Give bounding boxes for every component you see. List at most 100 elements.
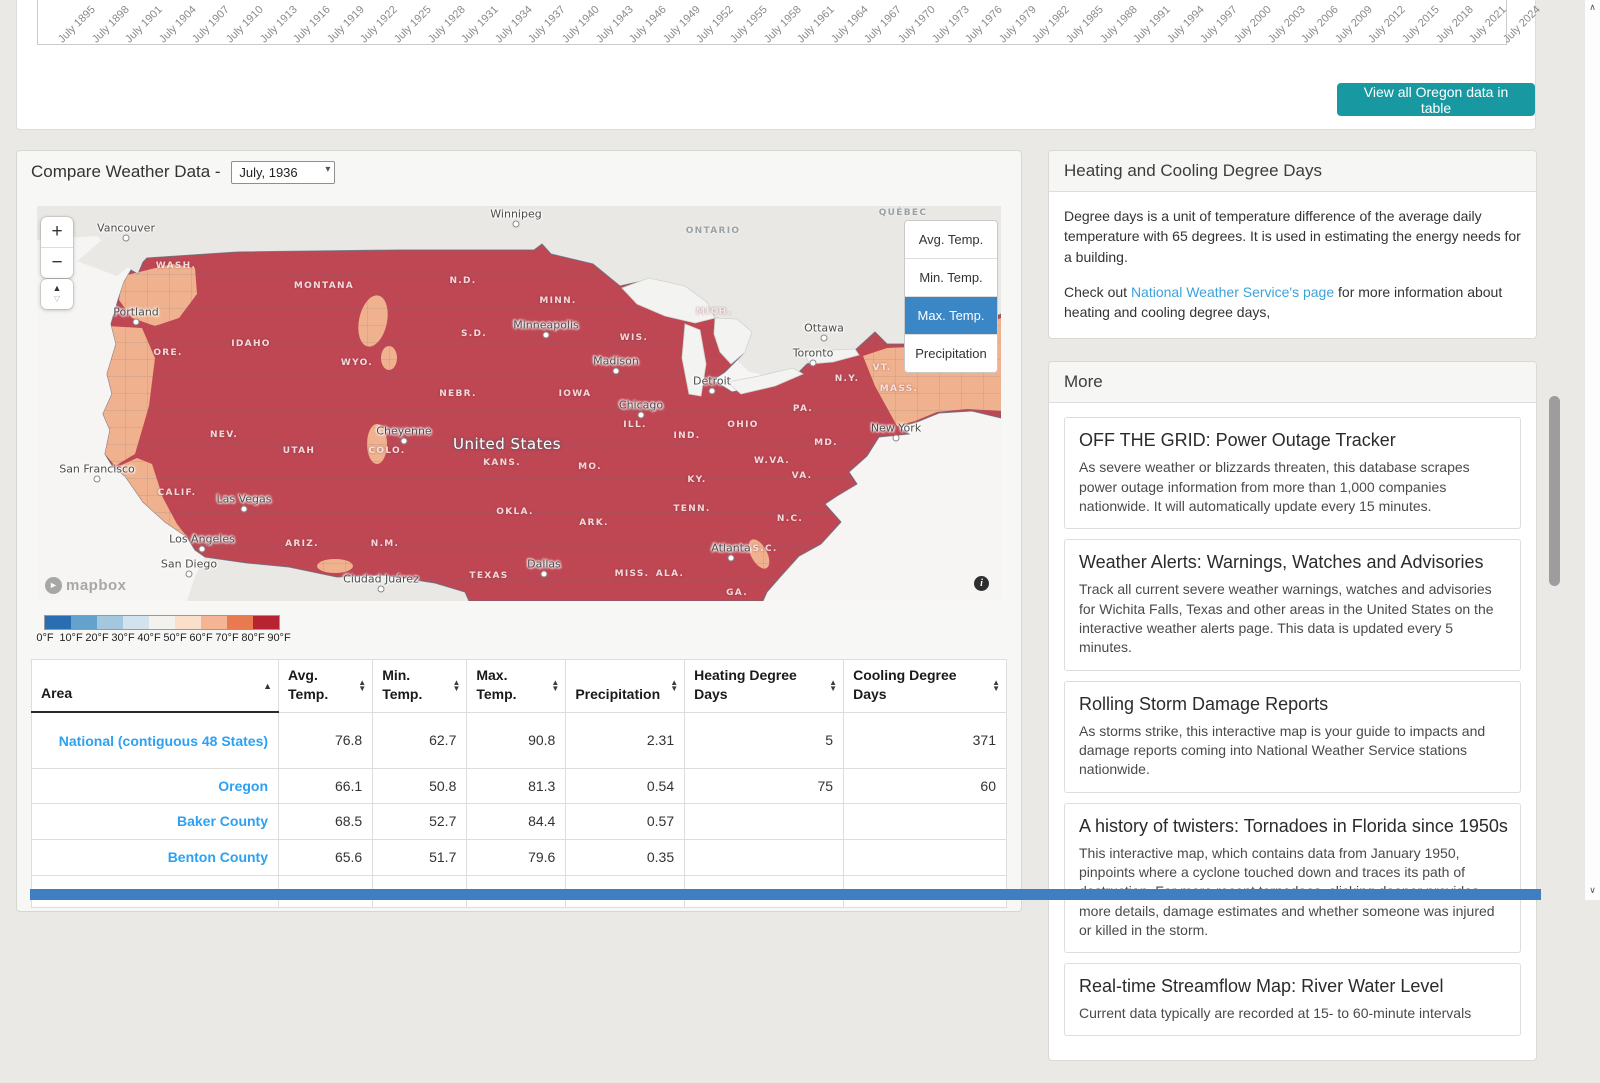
more-card[interactable]: Rolling Storm Damage Reports As storms st… <box>1064 680 1521 793</box>
more-card-title[interactable]: OFF THE GRID: Power Outage Tracker <box>1079 430 1396 451</box>
table-body: National (contiguous 48 States) 76.8 62.7 9… <box>30 711 1007 908</box>
state-label: ARK. <box>579 518 609 528</box>
area-cell: Oregon <box>30 767 280 804</box>
legend-color-segment <box>45 616 71 629</box>
weather-data-table: Area ▲ Avg. Temp. ▲ ▼ Min. Temp. ▲ ▼ Max. Temp. ▲… <box>30 659 1007 908</box>
weather-map[interactable]: WASH. MONTANA N.D. MINN. ORE. IDAHO WYO. S.D. WI… <box>37 206 1001 601</box>
legend-tick-label: 60°F <box>189 632 213 644</box>
city-dot <box>122 234 130 242</box>
more-card-description: As storms strike, this interactive map i… <box>1079 722 1486 778</box>
state-label: OHIO <box>727 420 759 430</box>
sort-up-arrow: ▲ <box>992 677 1000 687</box>
more-card-title[interactable]: Weather Alerts: Warnings, Watches and Ad… <box>1079 552 1484 573</box>
more-card-description: Track all current severe weather warning… <box>1079 581 1494 656</box>
state-label: W.VA. <box>753 456 791 466</box>
column-header-area[interactable]: Area ▲ <box>30 659 280 714</box>
value-cell: 50.8 <box>372 767 468 804</box>
more-panel-body: OFF THE GRID: Power Outage Tracker As sev… <box>1049 403 1536 1060</box>
area-link[interactable]: Benton County <box>167 849 269 866</box>
legend-tick-label: 10°F <box>59 632 83 644</box>
value-cell: 60 <box>843 767 1007 804</box>
legend-color-segment <box>201 616 227 629</box>
state-label: MONTANA <box>293 281 355 291</box>
mapbox-wordmark: mapbox <box>66 577 127 594</box>
area-link[interactable]: Baker County <box>176 813 269 830</box>
city-dot <box>512 220 520 228</box>
more-card-title[interactable]: Real-time Streamflow Map: River Water Le… <box>1079 976 1444 997</box>
view-all-data-button[interactable]: View all Oregon data in table <box>1337 83 1535 116</box>
sort-down-arrow: ▼ <box>358 683 367 693</box>
layer-option-max-temp-[interactable]: Max. Temp. <box>905 296 997 334</box>
sort-both-icon: ▲ ▼ <box>992 677 1000 692</box>
city-label: Chicago <box>618 398 664 412</box>
legend-color-segment <box>175 616 201 629</box>
column-header-avg-temp-[interactable]: Avg. Temp. ▲ ▼ <box>278 659 374 713</box>
legend-tick-label: 80°F <box>241 632 265 644</box>
city-label: Madison <box>593 354 639 368</box>
state-label: ORE. <box>153 348 183 358</box>
city-dot <box>892 434 900 442</box>
table-row: Benton County 65.6 51.7 79.6 0.35 <box>30 838 1007 876</box>
state-label: N.C. <box>776 514 804 524</box>
city-label: Vancouver <box>97 221 155 235</box>
city-dot <box>240 505 248 513</box>
map-tilt-control[interactable]: ▲ ▽ <box>41 279 73 309</box>
value-cell: 0.35 <box>565 838 686 876</box>
scroll-up-icon[interactable]: ∧ <box>1589 2 1596 12</box>
sort-up-arrow: ▲ <box>829 677 838 687</box>
state-label: N.M. <box>370 539 400 549</box>
city-dot <box>809 359 817 367</box>
window-scrollbar[interactable]: ∧ ∨ <box>1584 0 1600 900</box>
value-cell: 62.7 <box>372 711 468 769</box>
more-card-title[interactable]: A history of twisters: Tornadoes in Flor… <box>1079 815 1508 836</box>
value-cell: 90.8 <box>466 711 567 769</box>
legend-tick-label: 70°F <box>215 632 239 644</box>
city-label: Cheyenne <box>376 424 432 438</box>
more-card[interactable]: Weather Alerts: Warnings, Watches and Ad… <box>1064 539 1521 671</box>
info-icon[interactable]: i <box>974 576 989 591</box>
link-line-post: for more information about heating and c… <box>1064 283 1503 321</box>
more-card-description: As severe weather or blizzards threaten,… <box>1079 459 1470 515</box>
city-dot <box>400 437 408 445</box>
state-label: MICH. <box>695 307 733 317</box>
city-label: Ottawa <box>804 321 844 335</box>
month-select[interactable]: July, 1936 <box>231 161 336 184</box>
layer-option-precipitation[interactable]: Precipitation <box>905 334 997 372</box>
scroll-down-icon[interactable]: ∨ <box>1589 885 1596 895</box>
value-cell: 75 <box>684 767 845 804</box>
city-label: Winnipeg <box>490 207 542 221</box>
more-panel-title: More <box>1049 362 1536 404</box>
value-cell: 66.1 <box>278 767 374 804</box>
chart-card: July 1895 July 1898 July 1901 July 1904 July… <box>16 0 1543 130</box>
more-card[interactable]: OFF THE GRID: Power Outage Tracker As sev… <box>1064 417 1521 530</box>
state-label: MO. <box>578 462 602 472</box>
column-header-cooling-degree-days[interactable]: Cooling Degree Days ▲ ▼ <box>843 659 1007 713</box>
column-header-heating-degree-days[interactable]: Heating Degree Days ▲ ▼ <box>684 659 845 713</box>
area-cell: Benton County <box>30 838 280 876</box>
legend-tick-label: 30°F <box>111 632 135 644</box>
column-header-label: Min. Temp. <box>382 667 423 702</box>
nws-page-link[interactable]: National Weather Service's page <box>1130 283 1335 300</box>
state-label: PA. <box>792 404 814 414</box>
column-header-min-temp-[interactable]: Min. Temp. ▲ ▼ <box>372 659 468 713</box>
more-card[interactable]: A history of twisters: Tornadoes in Flor… <box>1064 802 1521 954</box>
more-card[interactable]: Real-time Streamflow Map: River Water Le… <box>1064 963 1521 1037</box>
city-dot <box>542 331 550 339</box>
area-link[interactable]: Oregon <box>218 777 269 794</box>
city-label: Ciudad Juárez <box>343 572 419 586</box>
column-header-max-temp-[interactable]: Max. Temp. ▲ ▼ <box>466 659 567 713</box>
zoom-out-button[interactable]: − <box>41 247 73 278</box>
more-card-title[interactable]: Rolling Storm Damage Reports <box>1079 693 1329 714</box>
inner-scrollbar-thumb[interactable] <box>1549 396 1560 586</box>
city-label: San Francisco <box>59 462 135 476</box>
sort-up-arrow: ▲ <box>551 677 560 687</box>
area-link[interactable]: National (contiguous 48 States) <box>58 732 269 749</box>
column-header-precipitation[interactable]: Precipitation ▲ ▼ <box>565 659 686 713</box>
value-cell: 5 <box>684 711 845 769</box>
mapbox-attribution[interactable]: ► mapbox <box>45 577 127 594</box>
state-label: MASS. <box>879 384 919 394</box>
zoom-in-button[interactable]: + <box>51 221 63 242</box>
state-label: ILL. <box>623 420 647 430</box>
layer-option-min-temp-[interactable]: Min. Temp. <box>905 258 997 296</box>
layer-option-avg-temp-[interactable]: Avg. Temp. <box>905 221 997 258</box>
